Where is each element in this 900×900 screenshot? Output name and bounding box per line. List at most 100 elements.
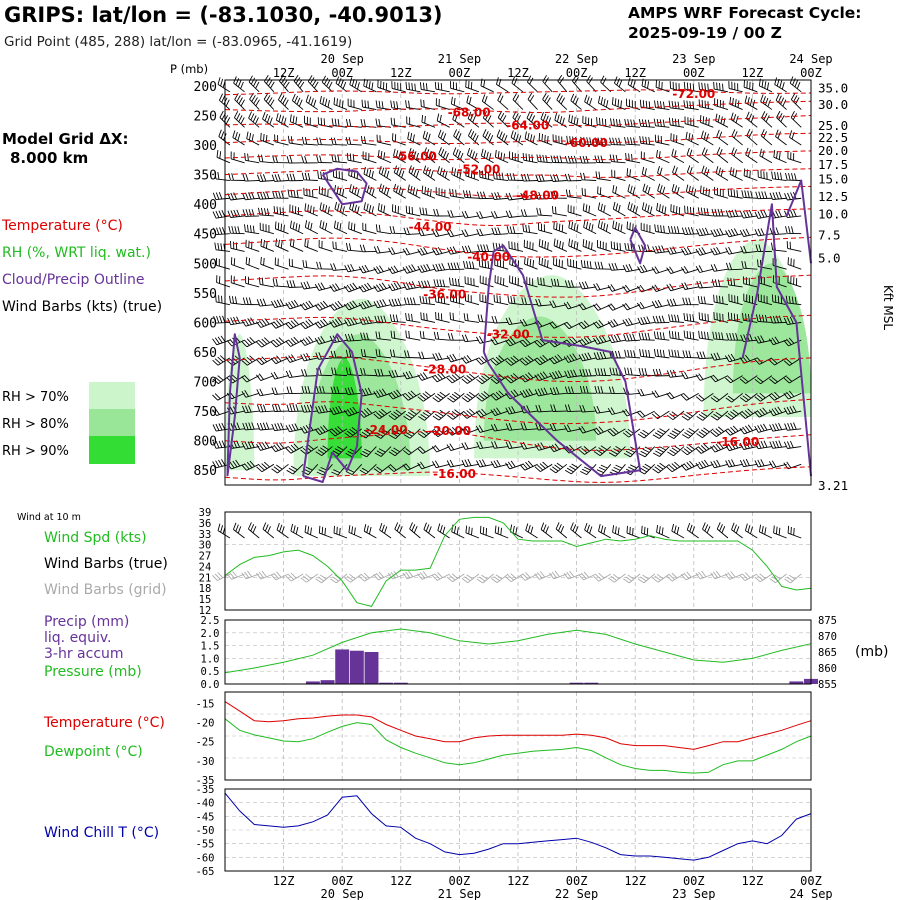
pressure-tick-label: 850 bbox=[194, 464, 217, 479]
wind-barb bbox=[639, 99, 655, 111]
wind-barb bbox=[479, 275, 494, 288]
wind-barb bbox=[535, 298, 553, 307]
wind-barb bbox=[755, 191, 772, 200]
wind-barb bbox=[329, 300, 348, 311]
wind-barb bbox=[402, 264, 421, 274]
wind-barb bbox=[241, 374, 260, 383]
bottom-hour-label: 12Z bbox=[742, 874, 764, 888]
wind-barb bbox=[652, 315, 670, 324]
wind-barb bbox=[242, 173, 260, 182]
y-tick-label: 2.0 bbox=[201, 628, 220, 640]
wind-barb bbox=[256, 191, 274, 200]
wind-barb bbox=[260, 132, 274, 146]
dewpoint-line bbox=[224, 718, 812, 774]
wind-barb bbox=[683, 100, 699, 111]
isotherm-line bbox=[224, 89, 812, 96]
isotherm-label: -60.00 bbox=[565, 136, 608, 150]
wind-barb bbox=[697, 207, 714, 217]
bottom-hour-label: 00Z bbox=[800, 874, 822, 888]
wind-barb bbox=[229, 295, 245, 306]
wind-barb bbox=[739, 440, 758, 450]
wind-barb bbox=[754, 375, 773, 385]
wind-barb bbox=[314, 318, 333, 329]
wind-barb bbox=[461, 442, 480, 450]
wind-barb bbox=[291, 93, 304, 110]
wind-barb bbox=[333, 97, 348, 110]
surface-wind-barb-grid bbox=[652, 573, 670, 583]
wind-barb bbox=[348, 168, 362, 181]
wind-barb bbox=[670, 133, 685, 146]
wind-barb bbox=[362, 222, 377, 235]
wind-barb bbox=[344, 427, 363, 438]
wind-barb bbox=[783, 337, 802, 347]
wind-barb bbox=[285, 336, 304, 347]
wind-barb bbox=[373, 408, 392, 420]
wind-barb bbox=[393, 148, 406, 164]
pressure-tick-label: 200 bbox=[194, 80, 217, 95]
wind-barb bbox=[696, 351, 714, 360]
wind-barb bbox=[420, 312, 436, 323]
wind-barb bbox=[754, 210, 773, 219]
wind-barb bbox=[285, 299, 304, 310]
wind-barb bbox=[579, 385, 597, 394]
wind-barb bbox=[654, 100, 670, 111]
kft-axis-label: Kft MSL bbox=[881, 285, 895, 330]
wind-barb bbox=[490, 373, 509, 384]
wind-barb bbox=[775, 129, 787, 146]
wind-barb bbox=[345, 464, 363, 476]
wind-barb bbox=[447, 262, 465, 271]
wind-barb bbox=[491, 441, 509, 449]
wind-barb bbox=[432, 428, 450, 437]
wind-barb bbox=[549, 443, 567, 453]
wind-barb bbox=[527, 75, 538, 93]
wind-barb bbox=[536, 154, 553, 164]
surface-wind-barb-grid bbox=[710, 570, 729, 580]
wind-barb bbox=[566, 135, 582, 146]
surface-wind-barb-true bbox=[290, 523, 304, 539]
wind-barb bbox=[418, 410, 436, 421]
temperature-legend: Temperature (°C) bbox=[43, 715, 165, 731]
wind-barb bbox=[524, 256, 538, 270]
wind-barb bbox=[713, 294, 729, 306]
wind-barb bbox=[271, 174, 289, 182]
wind-barb bbox=[417, 428, 436, 438]
wind-barb bbox=[622, 302, 641, 311]
wind-barb bbox=[446, 459, 465, 468]
pressure-tick-label: 800 bbox=[194, 435, 217, 450]
wind-barb bbox=[490, 459, 509, 469]
pressure-tick-label: 650 bbox=[194, 346, 217, 361]
wind-barb bbox=[433, 279, 450, 288]
y-tick-label: -15 bbox=[196, 698, 215, 710]
kft-tick-label: 30.0 bbox=[818, 97, 848, 112]
surface-wind-barb-grid bbox=[241, 570, 260, 580]
wind-barb bbox=[505, 423, 523, 431]
grid-point-text: Grid Point (485, 288) lat/lon = (-83.096… bbox=[4, 34, 352, 50]
wind-barb bbox=[636, 301, 655, 310]
wind-barb bbox=[461, 391, 480, 403]
wind-barb bbox=[226, 336, 245, 347]
cloud-outline bbox=[482, 244, 642, 478]
wind-barb bbox=[594, 368, 611, 377]
wind-barb bbox=[549, 354, 568, 365]
wind-barb bbox=[242, 191, 260, 201]
wind-barb bbox=[549, 462, 568, 474]
wind-barb bbox=[596, 239, 611, 252]
isotherm-label: -44.00 bbox=[409, 220, 452, 234]
wind-barb bbox=[783, 375, 802, 384]
wind-barb bbox=[754, 335, 773, 344]
wind-barb bbox=[612, 185, 626, 199]
wind-chill-panel-frame bbox=[224, 788, 812, 872]
cloud-outline bbox=[321, 167, 368, 206]
wind-barb bbox=[286, 386, 304, 395]
wind-barb bbox=[695, 265, 714, 273]
wind-barb bbox=[285, 318, 304, 330]
wind-barb bbox=[551, 278, 567, 288]
isotherm-line bbox=[224, 431, 812, 451]
wind-barb bbox=[463, 260, 479, 270]
precip-bars bbox=[305, 649, 818, 684]
cloud-outline bbox=[629, 226, 646, 265]
wind-barb bbox=[741, 190, 758, 199]
wind-barb bbox=[377, 203, 392, 217]
wind-barb bbox=[553, 221, 567, 235]
wind-barb bbox=[730, 112, 743, 128]
